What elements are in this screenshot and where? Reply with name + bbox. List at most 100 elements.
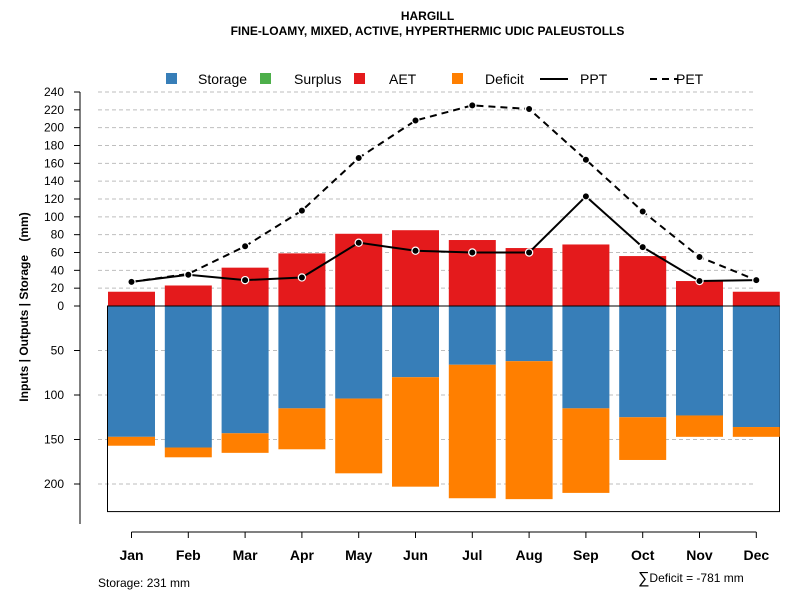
legend-label-storage: Storage bbox=[198, 71, 247, 87]
month-label-may: May bbox=[345, 547, 372, 563]
y-tick-label: 60 bbox=[51, 246, 65, 260]
legend-swatch-deficit bbox=[452, 73, 463, 84]
legend-label-pet: PET bbox=[676, 71, 704, 87]
axes: 240 220 200 180 160 140 120 100 80 60 40 200 50 100 15… bbox=[17, 85, 780, 563]
legend-swatch-surplus bbox=[260, 73, 271, 84]
aet-bar-jun bbox=[392, 230, 439, 306]
ppt-point-jun bbox=[411, 246, 420, 255]
pet-point-apr bbox=[297, 206, 307, 215]
deficit-total: ∑Deficit = -781 mm bbox=[638, 570, 744, 588]
ppt-point-jan bbox=[127, 277, 136, 287]
deficit-bar-aug bbox=[505, 361, 553, 500]
storage-bar-jul bbox=[448, 306, 496, 365]
legend-label-surplus: Surplus bbox=[294, 71, 341, 87]
chart-title: HARGILL bbox=[400, 9, 455, 23]
storage-bar-jun bbox=[392, 306, 439, 378]
storage-bar-feb bbox=[164, 306, 212, 448]
ppt-point-apr bbox=[297, 273, 307, 282]
y-tick-label: 150 bbox=[44, 433, 64, 447]
legend: Storage Surplus AET Deficit PPT PET bbox=[166, 71, 704, 87]
aet-bar-sep bbox=[562, 244, 610, 306]
month-label-mar: Mar bbox=[233, 547, 258, 563]
ppt-point-sep bbox=[581, 192, 591, 201]
storage-bar-jan bbox=[108, 306, 155, 437]
y-axis-label: Inputs | Outputs | Storage (mm) bbox=[17, 212, 31, 401]
series-lines bbox=[127, 101, 761, 287]
y-tick-label: 50 bbox=[51, 344, 65, 358]
month-label-jul: Jul bbox=[462, 547, 482, 563]
ppt-point-jul bbox=[468, 248, 477, 257]
y-tick-label: 100 bbox=[44, 210, 64, 224]
deficit-bar-jan bbox=[108, 436, 155, 446]
y-tick-label: 80 bbox=[51, 228, 65, 242]
ppt-point-aug bbox=[524, 248, 534, 257]
storage-bar-aug bbox=[505, 306, 553, 362]
storage-total: Storage: 231 mm bbox=[98, 576, 191, 590]
pet-point-aug bbox=[524, 104, 534, 114]
storage-bar-oct bbox=[619, 306, 667, 418]
ppt-line bbox=[131, 194, 757, 283]
aet-bar-oct bbox=[619, 256, 667, 306]
aet-bar-dec bbox=[732, 291, 780, 306]
y-tick-label: 40 bbox=[51, 263, 65, 277]
deficit-bar-may bbox=[335, 398, 383, 474]
month-label-jun: Jun bbox=[403, 547, 428, 563]
storage-bar-apr bbox=[278, 306, 326, 409]
legend-label-aet: AET bbox=[389, 71, 417, 87]
y-tick-label: 20 bbox=[51, 281, 65, 295]
y-tick-label: 200 bbox=[44, 121, 64, 135]
deficit-bar-mar bbox=[221, 433, 269, 453]
storage-bar-nov bbox=[676, 306, 723, 416]
month-label-dec: Dec bbox=[743, 547, 769, 563]
legend-swatch-storage bbox=[166, 73, 177, 84]
aet-bar-feb bbox=[164, 285, 212, 306]
storage-bar-sep bbox=[562, 306, 610, 409]
pet-point-jun bbox=[411, 116, 420, 125]
deficit-bar-nov bbox=[676, 415, 723, 437]
month-label-oct: Oct bbox=[631, 547, 655, 563]
deficit-bar-jun bbox=[392, 377, 439, 487]
y-tick-label: 180 bbox=[44, 139, 64, 153]
ppt-point-may bbox=[354, 238, 363, 247]
pet-point-may bbox=[354, 153, 363, 163]
pet-line bbox=[131, 104, 757, 283]
deficit-total-text: Deficit = -781 mm bbox=[649, 571, 744, 585]
y-tick-label: 240 bbox=[44, 85, 64, 99]
pet-point-mar bbox=[240, 242, 250, 251]
ppt-point-oct bbox=[638, 242, 647, 252]
y-tick-label: 100 bbox=[44, 388, 64, 402]
y-tick-label: 220 bbox=[44, 103, 64, 117]
month-label-aug: Aug bbox=[515, 547, 542, 563]
y-tick-label: 120 bbox=[44, 192, 64, 206]
legend-label-deficit: Deficit bbox=[485, 71, 524, 87]
month-label-nov: Nov bbox=[686, 547, 713, 563]
month-label-apr: Apr bbox=[290, 547, 315, 563]
deficit-bar-sep bbox=[562, 408, 610, 493]
month-label-jan: Jan bbox=[119, 547, 143, 563]
deficit-bar-jul bbox=[448, 364, 496, 499]
pet-point-nov bbox=[695, 252, 704, 262]
ppt-point-mar bbox=[240, 275, 250, 285]
ppt-point-feb bbox=[184, 270, 193, 279]
y-tick-label: 200 bbox=[44, 477, 64, 491]
storage-bar-mar bbox=[221, 306, 269, 434]
deficit-bar-feb bbox=[164, 447, 212, 458]
aet-bar-mar bbox=[221, 267, 269, 306]
ppt-point-dec bbox=[752, 275, 761, 285]
y-tick-label: 140 bbox=[44, 174, 64, 188]
month-label-feb: Feb bbox=[176, 547, 201, 563]
pet-point-oct bbox=[638, 207, 647, 216]
y-tick-label: 160 bbox=[44, 156, 64, 170]
legend-swatch-aet bbox=[354, 73, 365, 84]
aet-bar-aug bbox=[505, 248, 553, 306]
chart-subtitle: FINE-LOAMY, MIXED, ACTIVE, HYPERTHERMIC … bbox=[230, 24, 625, 38]
aet-bar-jan bbox=[108, 291, 155, 306]
ppt-point-nov bbox=[695, 276, 704, 286]
deficit-bar-oct bbox=[619, 417, 667, 460]
pet-point-jul bbox=[468, 101, 477, 110]
storage-bar-dec bbox=[732, 306, 780, 428]
storage-bar-may bbox=[335, 306, 383, 399]
month-label-sep: Sep bbox=[573, 547, 599, 563]
deficit-bar-dec bbox=[732, 427, 780, 437]
